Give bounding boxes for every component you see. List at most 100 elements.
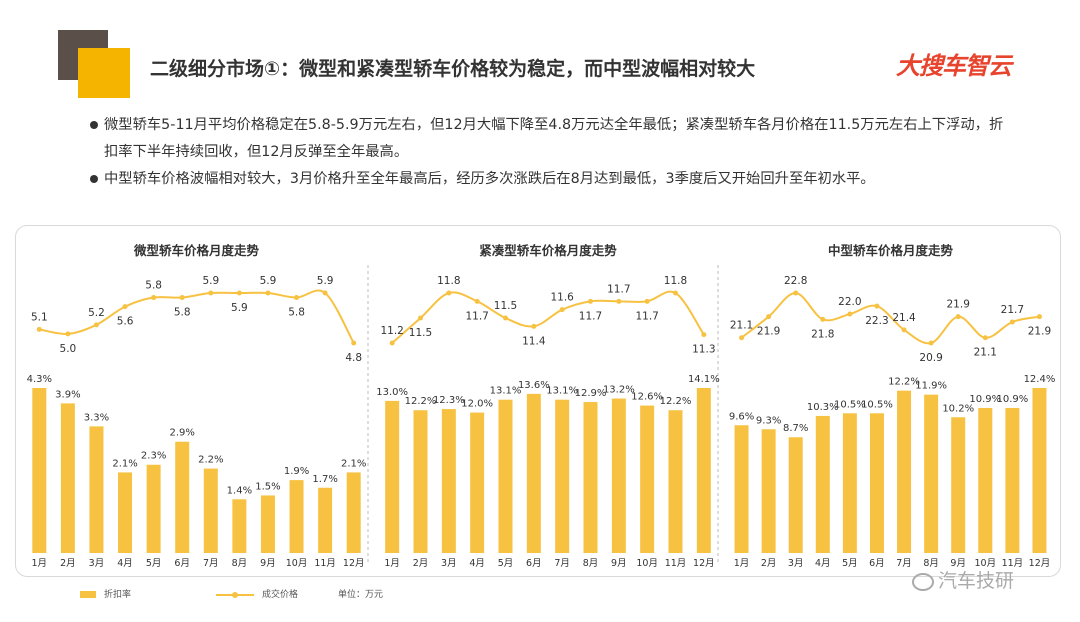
price-point [874,303,880,309]
price-point [351,340,357,346]
watermark: 汽车技研 [912,566,1014,593]
legend-bar-swatch [80,591,96,598]
bar [118,472,133,553]
category-tick-label: 1月 [384,558,400,569]
price-point [588,298,593,304]
bar-label: 10.9% [996,394,1028,405]
bar-label: 10.3% [807,402,839,413]
bar [815,415,830,553]
price-point [1009,319,1015,325]
price-point [179,295,185,301]
bar-label: 14.1% [688,374,720,385]
bar [89,426,104,553]
price-point [928,340,934,346]
price-point [673,290,678,296]
category-tick-label: 9月 [260,558,276,569]
category-tick-label: 8月 [232,558,248,569]
category-tick-label: 7月 [203,558,219,569]
bullet-item: 中型轿车价格波幅相对较大，3月价格升至全年最高后，经历多次涨跌后在8月达到最低，… [90,166,1010,193]
bar-label: 13.6% [518,380,550,391]
price-point [701,332,707,338]
price-point [955,314,961,320]
category-tick-label: 2月 [413,558,429,569]
price-label: 11.6 [550,292,574,304]
bar-label: 8.7% [783,423,808,434]
bar-label: 3.3% [84,412,109,423]
price-label: 20.9 [919,352,942,364]
category-tick-label: 1月 [734,558,750,569]
bullet-dot [90,175,98,183]
chart-title: 微型轿车价格月度走势 [133,243,260,258]
price-point [122,304,128,310]
bar [60,403,75,553]
legend-bar: 折扣率 [80,587,131,600]
price-label: 22.8 [784,275,807,287]
category-tick-label: 9月 [611,558,627,569]
price-point [151,295,157,301]
price-point [616,298,622,304]
brand-logo: 大搜车智云 [896,52,1012,80]
price-label: 5.8 [288,307,305,319]
page-title: 二级细分市场①：微型和紧凑型轿车价格较为稳定，而中型波幅相对较大 [150,58,756,80]
bar-label: 2.3% [141,451,166,462]
legend-bar-label: 折扣率 [104,590,132,600]
price-label: 22.0 [838,296,861,308]
price-label: 22.3 [865,315,888,327]
price-point [1036,314,1042,320]
bar [232,499,247,553]
price-point [446,290,452,296]
price-point [474,298,480,304]
price-point [793,290,799,296]
price-label: 5.9 [260,275,277,287]
bar [924,394,939,553]
category-tick-label: 3月 [441,558,457,569]
price-label: 11.5 [409,327,432,339]
price-point [208,290,214,296]
category-tick-label: 8月 [583,558,599,569]
price-point [766,314,772,320]
bar [761,429,776,553]
bar-label: 1.4% [227,485,252,496]
category-tick-label: 12月 [693,558,715,569]
category-tick-label: 6月 [174,558,190,569]
price-label: 11.7 [465,310,488,322]
price-label: 11.7 [607,283,630,295]
price-point [65,331,71,337]
bar [1032,388,1047,553]
category-tick-label: 5月 [842,558,858,569]
bar-label: 12.4% [1024,374,1056,385]
bar-label: 10.2% [942,403,974,414]
bar [385,400,400,553]
chart-panel [15,225,1061,577]
price-label: 5.6 [117,316,134,328]
price-label: 21.4 [892,312,916,324]
legend-line-label: 成交价格 [262,590,299,600]
bar-label: 13.2% [603,385,635,396]
price-point [739,335,745,341]
bar-label: 13.1% [490,386,522,397]
price-label: 5.9 [202,275,219,287]
price-point [418,315,423,321]
price-label: 11.7 [635,310,658,322]
category-tick-label: 4月 [469,558,485,569]
price-point [265,290,271,296]
price-label: 5.2 [88,307,105,319]
bar-label: 2.1% [341,458,366,469]
price-point [503,315,508,321]
price-point [559,307,565,313]
bar [32,388,47,553]
bar-label: 1.7% [312,474,337,485]
price-label: 11.8 [664,275,687,287]
chart-title: 紧凑型轿车价格月度走势 [479,243,617,258]
bar [978,407,993,553]
bar [1005,407,1020,553]
category-tick-label: 2月 [60,558,76,569]
bar-label: 12.9% [575,388,607,399]
bar [734,425,749,553]
bar [668,410,683,553]
bar [146,464,161,553]
price-label: 5.9 [317,275,334,287]
bar-label: 2.9% [170,428,195,439]
bar-label: 12.2% [405,396,437,407]
price-point [322,290,328,296]
